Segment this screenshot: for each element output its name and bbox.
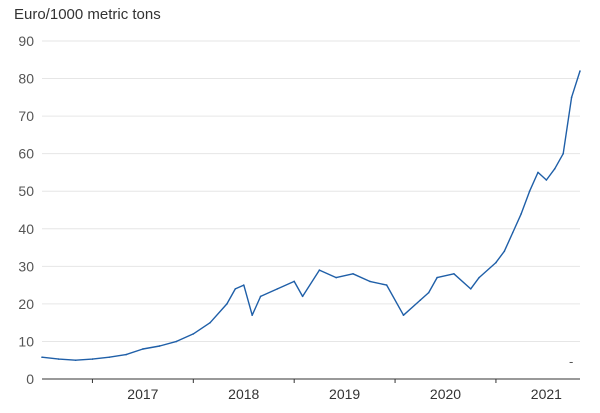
- data-point: [234, 288, 237, 290]
- data-point: [293, 280, 295, 283]
- data-point: [192, 333, 195, 335]
- data-point: [427, 291, 430, 294]
- x-tick-label: 2020: [430, 386, 461, 402]
- y-axis-unit-label: Euro/1000 metric tons: [14, 6, 161, 23]
- data-point: [545, 179, 548, 181]
- y-tick-label: 50: [18, 183, 34, 199]
- data-point: [562, 152, 564, 155]
- data-point: [158, 345, 161, 347]
- data-point: [385, 284, 388, 286]
- annotation-mark: -: [569, 354, 573, 369]
- x-tick-label: 2017: [127, 386, 158, 402]
- x-axis: 2017 2018 2019 2020 2021: [42, 378, 580, 402]
- data-point: [537, 171, 539, 174]
- y-tick-label: 80: [18, 71, 34, 87]
- data-point: [91, 358, 94, 360]
- data-point: [520, 212, 522, 215]
- data-point: [579, 70, 581, 72]
- data-point: [108, 356, 111, 359]
- data-point: [226, 303, 228, 305]
- x-tick-label: 2018: [228, 386, 259, 402]
- data-point: [495, 261, 497, 264]
- x-tick-label: 2019: [329, 386, 360, 402]
- data-point: [242, 284, 245, 286]
- data-point: [41, 356, 43, 359]
- data-point: [318, 269, 321, 271]
- data-point: [553, 167, 556, 170]
- x-tick-label: 2021: [531, 386, 562, 402]
- y-tick-label: 10: [18, 333, 34, 349]
- data-point: [453, 273, 455, 275]
- series-line: [41, 70, 581, 361]
- data-point: [369, 280, 371, 283]
- data-point: [478, 276, 480, 279]
- data-point: [419, 299, 422, 301]
- data-point: [276, 288, 279, 290]
- y-tick-label: 0: [26, 371, 34, 387]
- data-point: [352, 273, 354, 275]
- data-point: [142, 348, 144, 350]
- data-point: [301, 295, 304, 298]
- data-point: [175, 340, 178, 343]
- data-point: [259, 295, 262, 298]
- y-tick-label: 20: [18, 296, 34, 312]
- data-point: [511, 231, 514, 234]
- data-point: [570, 96, 573, 99]
- series-layer: [41, 70, 581, 362]
- y-tick-label: 60: [18, 146, 34, 162]
- data-point: [251, 314, 253, 316]
- data-point: [125, 353, 127, 356]
- data-point: [528, 190, 531, 193]
- grid-lines: [42, 40, 580, 342]
- data-point: [469, 288, 472, 290]
- data-point: [503, 250, 506, 253]
- data-point: [209, 321, 211, 324]
- data-point: [402, 314, 405, 316]
- y-axis-ticks: 0 10 20 30 40 50 60 70 80 90: [18, 33, 34, 387]
- data-point: [436, 276, 438, 279]
- data-point: [58, 358, 60, 360]
- y-tick-label: 40: [18, 221, 34, 237]
- y-tick-label: 70: [18, 108, 34, 124]
- y-tick-label: 90: [18, 33, 34, 49]
- data-point: [335, 276, 338, 279]
- data-point: [74, 359, 77, 362]
- y-tick-label: 30: [18, 258, 34, 274]
